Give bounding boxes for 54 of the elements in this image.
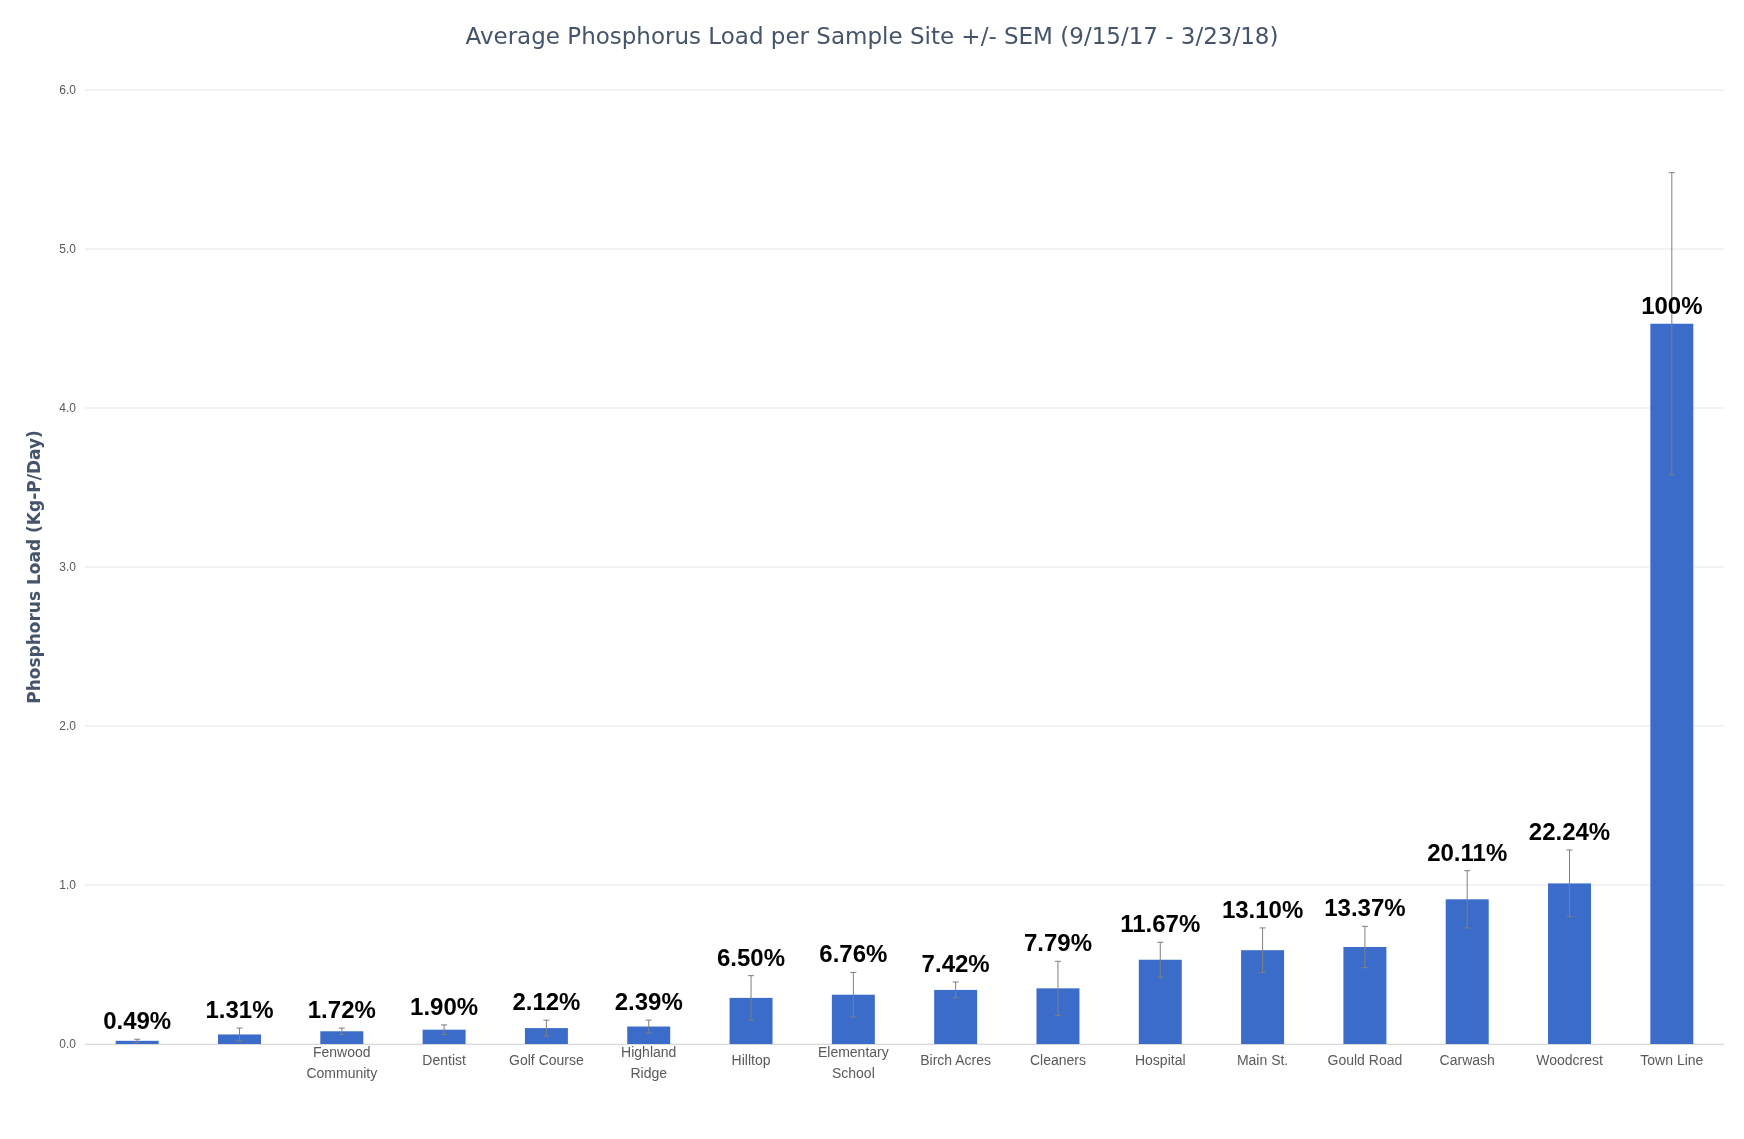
x-tick-label: Town Line <box>1640 1052 1704 1068</box>
annotation: 100% <box>1641 291 1703 319</box>
bar <box>729 997 773 1044</box>
x-tick-label: Woodcrest <box>1536 1052 1603 1068</box>
bar <box>524 1028 568 1044</box>
annotation: 13.10% <box>1221 895 1304 923</box>
y-tick-label: 2.0 <box>59 719 77 734</box>
bar <box>320 1031 364 1044</box>
annotation: 22.24% <box>1528 818 1611 846</box>
annotation: 20.11% <box>1427 838 1508 866</box>
x-tick-label: Cleaners <box>1029 1052 1086 1068</box>
x-tick-label: Dentist <box>422 1052 466 1068</box>
bar <box>422 1029 466 1044</box>
bar <box>1343 947 1387 1044</box>
x-tick-label: Hilltop <box>731 1052 771 1068</box>
x-tick-label: Golf Course <box>509 1052 584 1068</box>
annotation: 1.31% <box>205 996 274 1024</box>
y-tick-label: 0.0 <box>59 1037 77 1052</box>
bar <box>218 1034 261 1044</box>
annotation: 6.76% <box>819 940 888 968</box>
y-axis-title: Phosphorus Load (Kg-P/Day) <box>24 430 44 704</box>
bar <box>1138 959 1182 1044</box>
x-tick-label: Elementary School <box>817 1043 889 1081</box>
x-tick-label: Carwash <box>1439 1052 1495 1068</box>
y-tick-label: 3.0 <box>59 560 77 575</box>
annotation: 6.50% <box>717 943 786 971</box>
bar <box>1445 899 1489 1044</box>
annotation: 1.72% <box>307 996 376 1024</box>
y-tick-label: 1.0 <box>59 878 77 893</box>
annotation: 0.49% <box>103 1007 172 1035</box>
chart-title: Average Phosphorus Load per Sample Site +/- SEM (9/15/17 - 3/23/18) <box>465 23 1279 49</box>
annotation: 13.37% <box>1324 894 1406 922</box>
annotation: 7.79% <box>1023 929 1092 957</box>
bar <box>627 1026 671 1044</box>
y-tick-label: 4.0 <box>59 401 77 416</box>
x-tick-label: Birch Acres <box>920 1052 992 1068</box>
bar <box>1036 988 1080 1044</box>
x-tick-label: Highland Ridge <box>621 1043 677 1081</box>
y-tick-label: 5.0 <box>59 242 77 257</box>
x-tick-label: Main St. <box>1236 1052 1289 1068</box>
annotation: 2.39% <box>614 988 683 1016</box>
x-tick-label: Hospital <box>1134 1052 1186 1068</box>
x-tick-label: Gould Road <box>1327 1052 1403 1068</box>
bar <box>831 994 875 1044</box>
annotation: 1.90% <box>410 992 479 1020</box>
bar <box>1650 323 1694 1044</box>
y-tick-label: 6.0 <box>59 83 77 98</box>
bar <box>1548 883 1591 1044</box>
annotation: 7.42% <box>921 949 990 977</box>
annotation: 11.67% <box>1120 910 1201 938</box>
x-tick-label: Fenwood Community <box>306 1043 378 1081</box>
annotation: 2.12% <box>512 988 581 1016</box>
bar <box>1241 950 1285 1044</box>
bar <box>934 989 978 1044</box>
